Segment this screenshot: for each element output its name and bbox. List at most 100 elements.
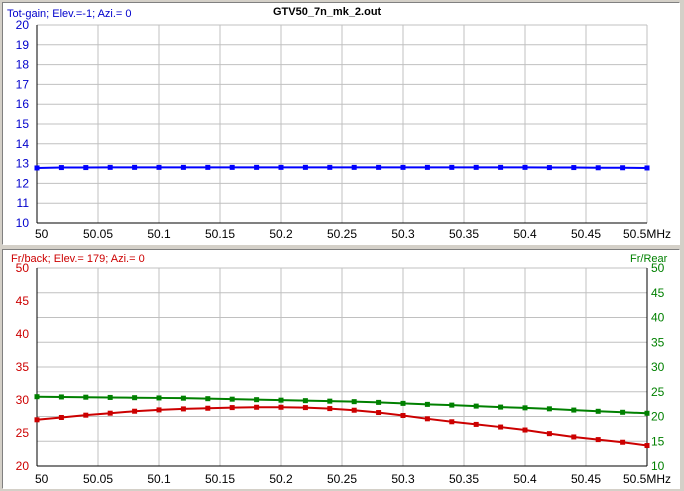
gain-data-point	[302, 164, 308, 170]
fr-rear-data-point	[58, 394, 64, 400]
fr-rear-data-point	[473, 403, 479, 409]
fr-rear-series-line	[36, 395, 648, 415]
gain-data-point	[400, 164, 406, 170]
fb-data-point	[83, 412, 89, 418]
fb-data-point	[205, 405, 211, 411]
fb-data-point	[644, 443, 650, 449]
x-tick-label: 50.25	[327, 227, 357, 241]
fb-data-point	[376, 410, 382, 416]
fb-data-point	[156, 407, 162, 413]
fb-data-point	[522, 427, 528, 433]
gain-data-point	[58, 165, 64, 171]
fr-rear-data-point	[34, 394, 40, 400]
x-tick-label: 50.35	[449, 227, 479, 241]
gain-data-point	[107, 164, 113, 170]
fb-data-point	[595, 437, 601, 443]
x-tick-label: 50.45	[571, 227, 601, 241]
fb-data-point	[571, 434, 577, 440]
x-tick-label: 50.1	[147, 472, 171, 486]
fb-series-line	[36, 406, 648, 447]
x-tick-label: 50.2	[269, 227, 293, 241]
right-y-tick-label: 30	[651, 360, 665, 374]
fb-data-point	[473, 421, 479, 427]
right-y-tick-label: 50	[651, 261, 665, 275]
gain-data-point	[522, 164, 528, 170]
x-tick-label: 50	[35, 472, 49, 486]
x-tick-label: 50	[35, 227, 49, 241]
gain-axis-label: Tot-gain; Elev.=-1; Azi.= 0	[7, 8, 132, 20]
fb-data-point	[449, 419, 455, 425]
gain-data-point	[595, 165, 601, 171]
x-tick-label: 50.2	[269, 472, 293, 486]
gain-data-point	[83, 165, 89, 171]
fr-rear-data-point	[400, 400, 406, 406]
gain-data-point	[546, 165, 552, 171]
x-tick-label: 50.4	[513, 472, 537, 486]
fr-rear-data-point	[498, 404, 504, 410]
y-tick-label: 11	[17, 196, 30, 210]
left-y-tick-label: 35	[16, 360, 30, 374]
fr-rear-data-point	[302, 398, 308, 404]
y-tick-label: 20	[16, 18, 30, 32]
fr-rear-data-point	[229, 396, 235, 402]
fr-rear-data-point	[620, 409, 626, 415]
left-y-tick-label: 45	[16, 294, 30, 308]
fr-rear-data-point	[278, 397, 284, 403]
x-tick-label: 50.5MHz	[623, 227, 671, 241]
left-y-tick-label: 25	[16, 426, 30, 440]
x-tick-label: 50.45	[571, 472, 601, 486]
fb-data-point	[34, 417, 40, 423]
fb-data-point	[254, 404, 260, 410]
gain-data-point	[498, 164, 504, 170]
gain-chart: 50 50.05 50.1 50.15 50.2 50.25 50.3 50.35 50.4 50…	[16, 18, 671, 241]
fr-rear-data-point	[522, 405, 528, 411]
gain-data-point	[473, 164, 479, 170]
fb-data-point	[229, 405, 235, 411]
gain-data-point	[571, 165, 577, 171]
gain-data-point	[156, 164, 162, 170]
right-y-tick-label: 20	[651, 410, 665, 424]
gain-data-point	[644, 165, 650, 171]
gain-data-point	[449, 164, 455, 170]
gain-data-point	[132, 164, 138, 170]
gain-chart-panel: 50 50.05 50.1 50.15 50.2 50.25 50.3 50.35 50.4 50…	[2, 2, 680, 245]
fr-rear-data-point	[327, 398, 333, 404]
left-y-tick-label: 50	[16, 261, 30, 275]
fb-chart-panel: 50 50.05 50.1 50.15 50.2 50.25 50.3 50.35 50.4 50…	[2, 249, 680, 489]
right-y-tick-label: 10	[651, 459, 665, 473]
gain-data-point	[180, 164, 186, 170]
x-tick-label: 50.05	[83, 227, 113, 241]
fb-data-point	[278, 404, 284, 410]
gain-data-point	[278, 164, 284, 170]
fr-rear-data-point	[156, 395, 162, 401]
gain-data-point	[351, 164, 357, 170]
gain-data-point	[229, 164, 235, 170]
y-tick-label: 16	[16, 97, 30, 111]
fr-rear-data-point	[83, 394, 89, 400]
fr-rear-data-point	[132, 395, 138, 401]
y-tick-label: 15	[16, 117, 30, 131]
fb-data-point	[400, 413, 406, 419]
x-tick-label: 50.05	[83, 472, 113, 486]
fb-data-point	[132, 408, 138, 414]
x-tick-label: 50.15	[205, 472, 235, 486]
right-y-tick-label: 35	[651, 335, 665, 349]
gain-data-point	[620, 165, 626, 171]
fb-data-point	[327, 406, 333, 412]
fr-rear-data-point	[424, 401, 430, 407]
fb-data-point	[546, 431, 552, 437]
x-tick-label: 50.3	[391, 227, 415, 241]
left-y-tick-label: 40	[16, 327, 30, 341]
gain-data-point	[424, 164, 430, 170]
fr-rear-data-point	[107, 394, 113, 400]
fr-rear-axis-label: Fr/Rear	[630, 253, 668, 265]
fr-rear-data-point	[644, 410, 650, 416]
right-y-tick-label: 45	[651, 286, 665, 300]
x-tick-label: 50.5MHz	[623, 472, 671, 486]
fr-rear-data-point	[351, 399, 357, 405]
gain-data-point	[34, 165, 40, 171]
x-tick-label: 50.3	[391, 472, 415, 486]
gain-data-point	[205, 164, 211, 170]
x-tick-label: 50.1	[147, 227, 171, 241]
